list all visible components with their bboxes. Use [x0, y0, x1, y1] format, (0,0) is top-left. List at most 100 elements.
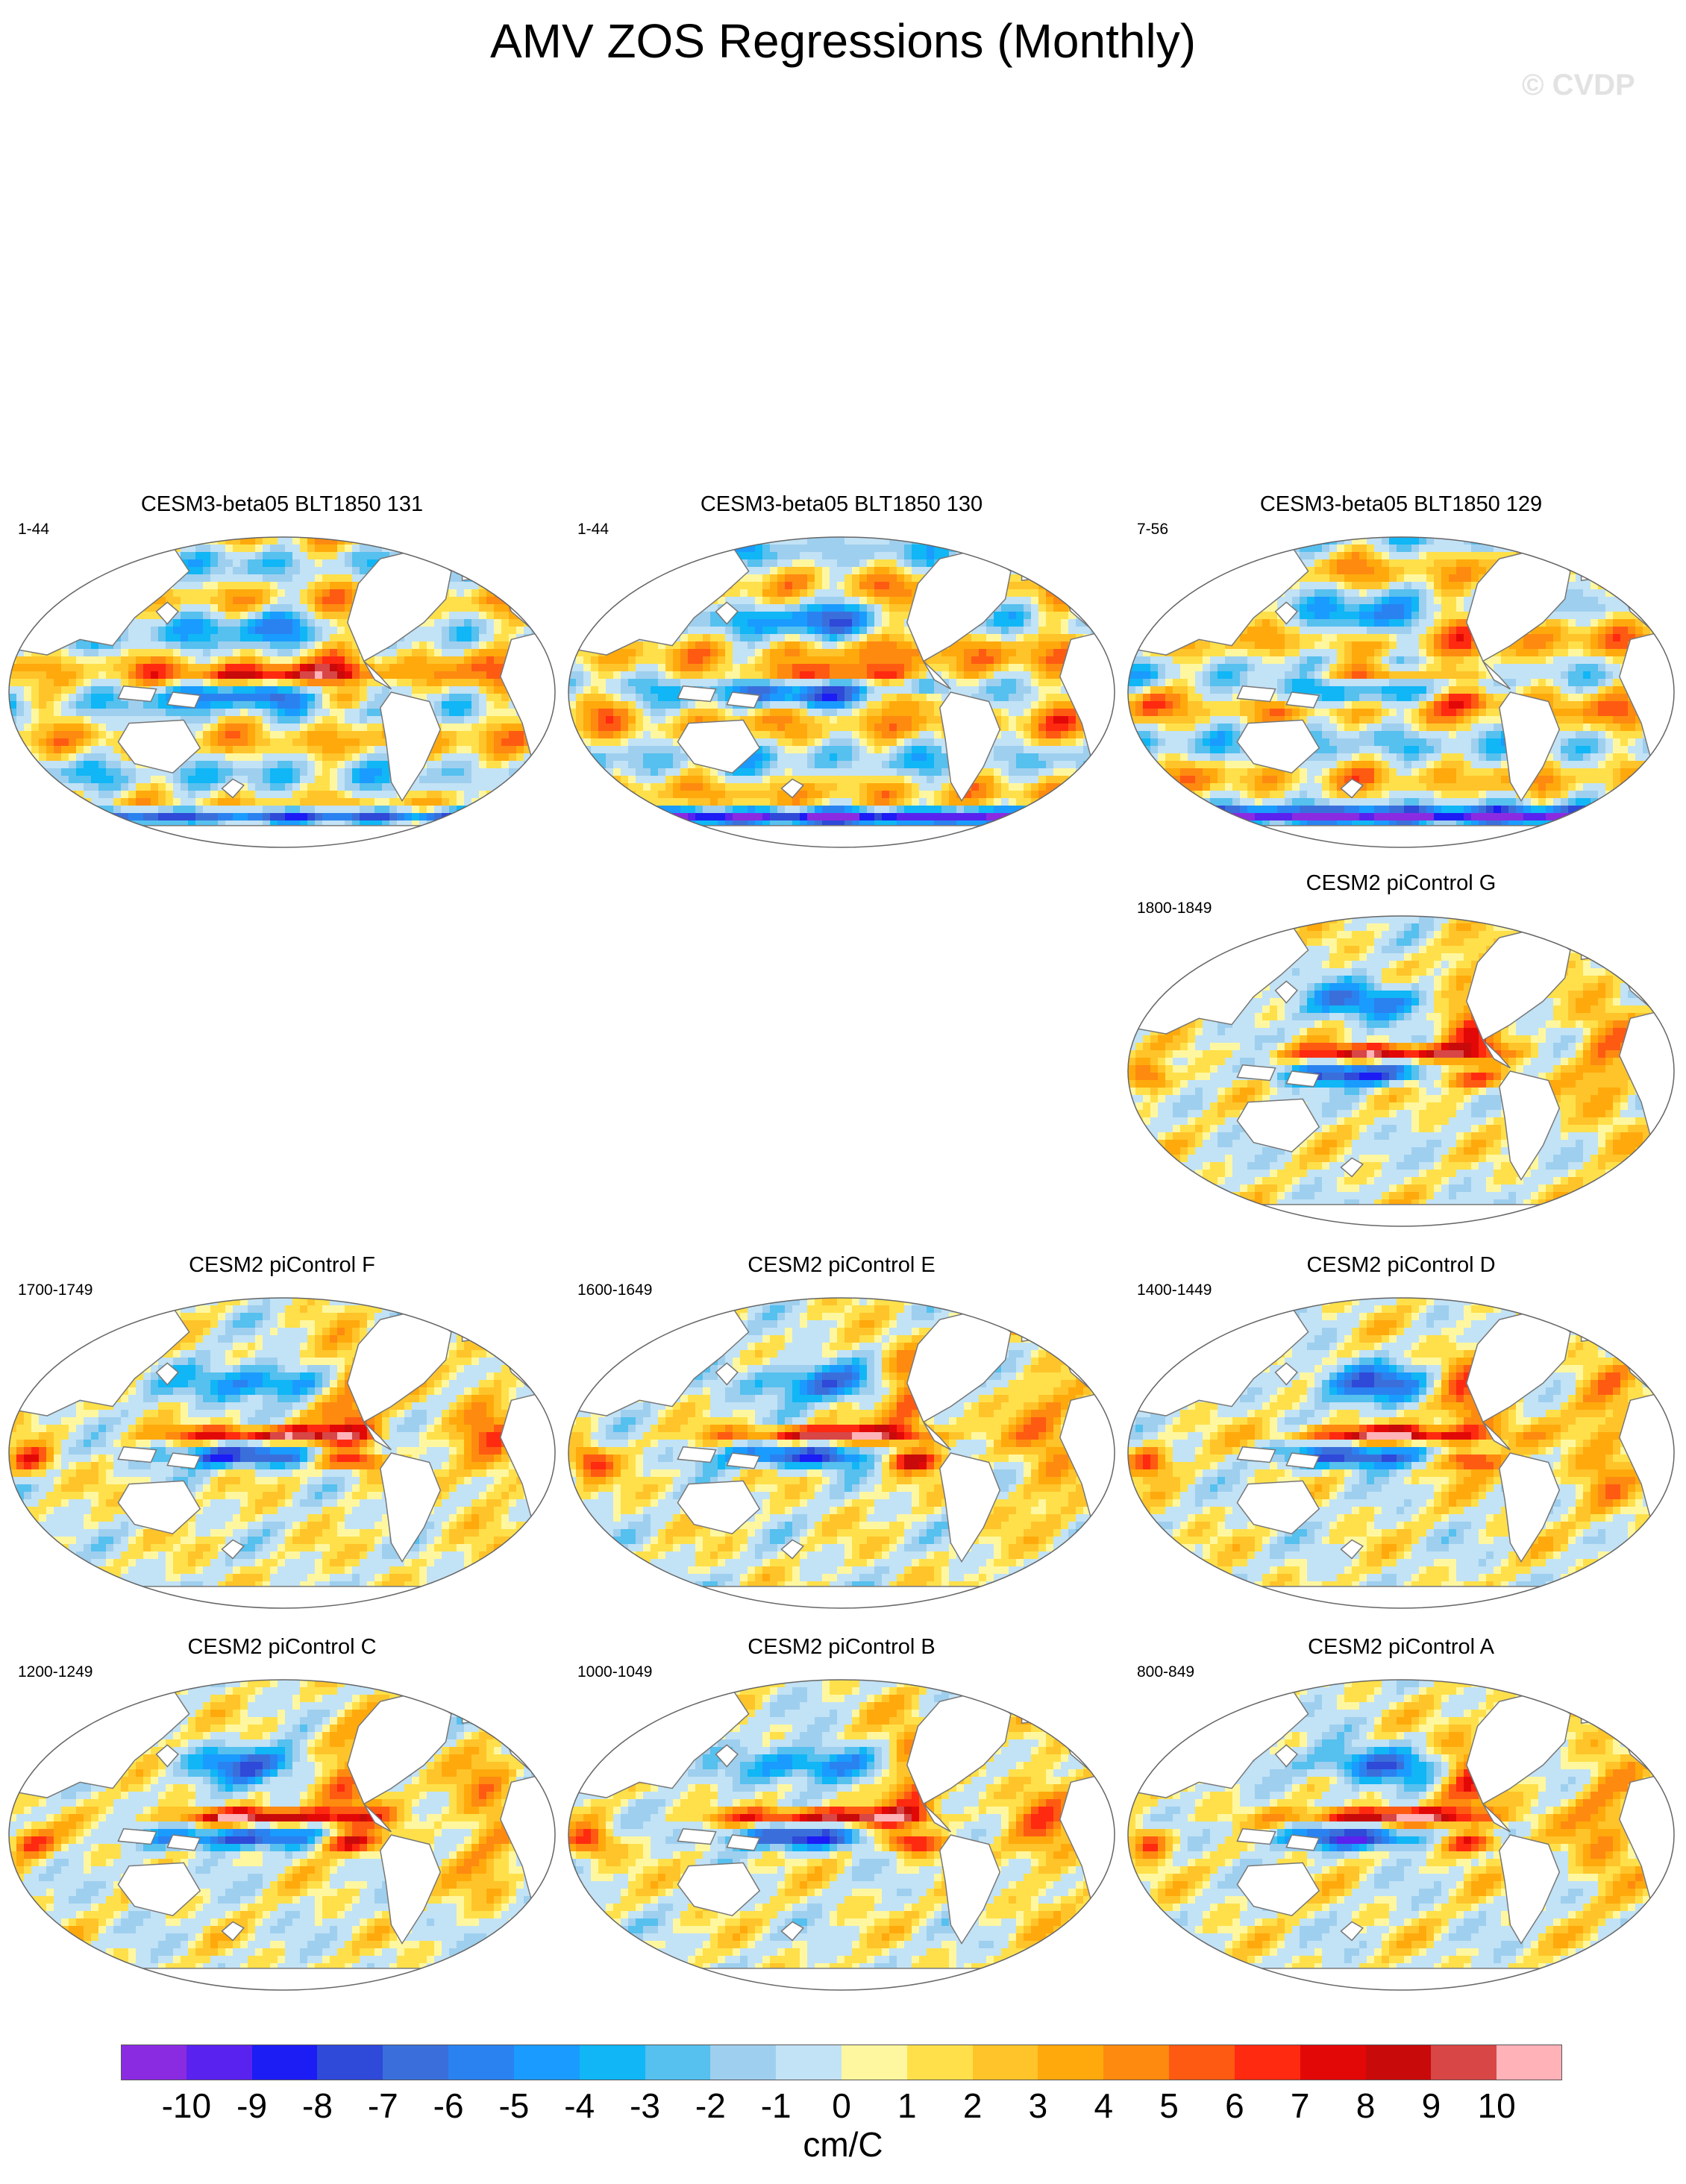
map-cell — [255, 634, 263, 642]
map-cell — [807, 649, 815, 657]
map-cell — [39, 686, 47, 694]
map-cell — [501, 761, 510, 769]
map-cell — [46, 701, 54, 709]
map-cell — [98, 798, 107, 806]
map-cell — [882, 641, 890, 650]
map-cell — [949, 820, 957, 829]
map-cell — [927, 753, 935, 762]
map-cell — [270, 612, 278, 620]
map-cell — [621, 738, 629, 747]
map-cell — [1046, 641, 1054, 650]
map-cell — [382, 806, 390, 814]
map-cell — [554, 664, 555, 672]
map-cell — [979, 813, 987, 821]
map-cell — [39, 664, 47, 672]
map-cell — [859, 567, 868, 575]
map-cell — [927, 709, 935, 717]
map-cell — [389, 679, 398, 687]
map-cell — [471, 709, 480, 717]
map-cell — [91, 656, 99, 665]
map-cell — [210, 619, 219, 627]
land-mass — [9, 825, 555, 847]
map-cell — [352, 694, 360, 702]
map-cell — [158, 634, 166, 642]
map-cell — [315, 783, 323, 791]
map-cell — [859, 679, 868, 687]
map-cell — [345, 582, 353, 590]
map-cell — [322, 559, 330, 568]
map-cell — [225, 641, 234, 650]
map-cell — [904, 656, 912, 665]
map-cell — [1076, 738, 1084, 747]
map-cell — [270, 694, 278, 702]
map-cell — [927, 716, 935, 724]
map-cell — [278, 619, 286, 627]
map-cell — [31, 716, 40, 724]
map-cell — [210, 724, 219, 732]
map-cell — [188, 619, 196, 627]
map-cell — [733, 612, 741, 620]
map-cell — [889, 545, 897, 553]
map-cell — [1061, 724, 1069, 732]
map-cell — [986, 813, 994, 821]
map-cell — [270, 716, 278, 724]
map-cell — [606, 679, 614, 687]
map-cell — [785, 806, 793, 814]
map-cell — [762, 806, 771, 814]
map-cell — [121, 671, 129, 680]
map-cell — [867, 537, 875, 545]
map-cell — [867, 820, 875, 829]
map-cell — [628, 783, 636, 791]
map-cell — [621, 768, 629, 776]
map-cell — [91, 701, 99, 709]
map-cell — [203, 776, 211, 784]
map-cell — [270, 709, 278, 717]
map-cell — [889, 798, 897, 806]
map-cell — [807, 738, 815, 747]
map-cell — [442, 776, 450, 784]
map-cell — [874, 716, 883, 724]
map-cell — [330, 597, 338, 605]
map-cell — [397, 686, 405, 694]
map-cell — [210, 604, 219, 612]
map-cell — [1038, 604, 1047, 612]
map-cell — [986, 627, 994, 635]
map-cell — [98, 746, 107, 754]
map-cell — [852, 619, 860, 627]
map-cell — [576, 694, 584, 702]
map-cell — [889, 806, 897, 814]
map-cell — [755, 820, 763, 829]
map-cell — [427, 619, 435, 627]
map-cell — [651, 798, 659, 806]
map-cell — [1016, 686, 1024, 694]
map-cell — [300, 567, 308, 575]
map-cell — [240, 582, 248, 590]
map-cell — [1038, 753, 1047, 762]
map-cell — [688, 761, 696, 769]
map-cell — [867, 552, 875, 560]
map-cell — [1001, 597, 1009, 605]
map-cell — [1009, 753, 1017, 762]
map-cell — [61, 664, 69, 672]
map-cell — [941, 656, 950, 665]
map-cell — [404, 656, 413, 665]
map-cell — [46, 686, 54, 694]
map-cell — [136, 679, 144, 687]
map-cell — [665, 753, 674, 762]
map-cell — [748, 567, 756, 575]
map-cell — [427, 627, 435, 635]
map-cell — [173, 686, 181, 694]
map-cell — [904, 604, 912, 612]
map-cell — [695, 627, 703, 635]
map-cell — [1001, 701, 1009, 709]
map-cell — [800, 537, 808, 545]
map-cell — [792, 820, 800, 829]
map-cell — [307, 671, 316, 680]
map-cell — [651, 679, 659, 687]
map-cell — [181, 552, 189, 560]
map-cell — [994, 694, 1002, 702]
map-cell — [777, 582, 786, 590]
map-cell — [800, 627, 808, 635]
map-cell — [442, 716, 450, 724]
map-cell — [419, 656, 427, 665]
